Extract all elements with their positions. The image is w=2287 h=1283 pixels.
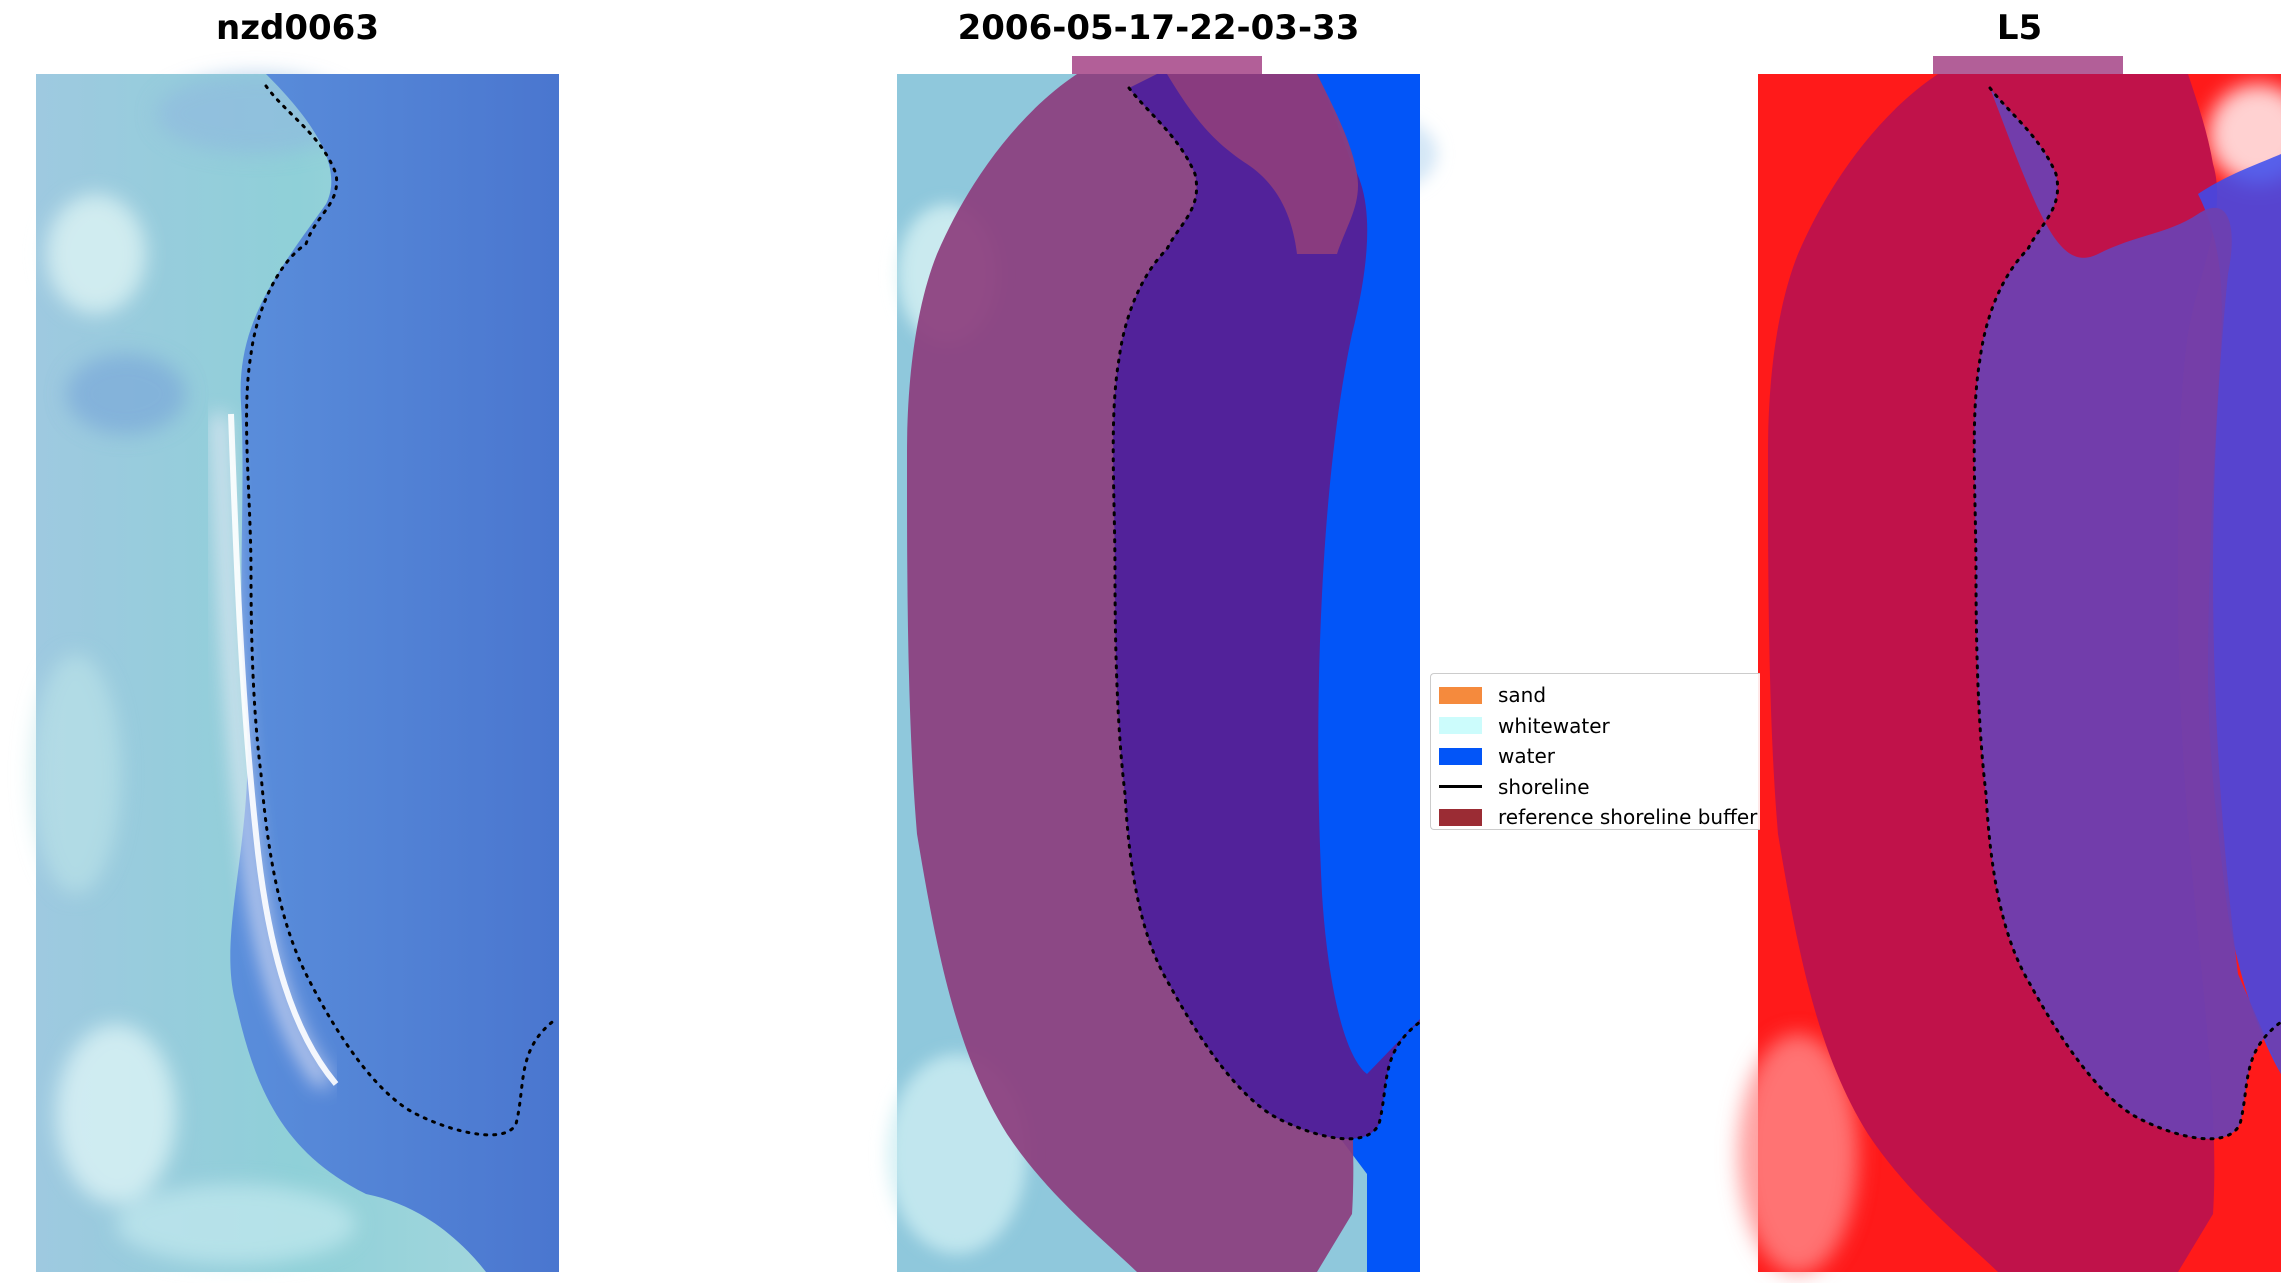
index-panel — [1738, 56, 2287, 1274]
legend-swatch-reference-buffer — [1439, 808, 1482, 826]
shoreline — [1111, 86, 1422, 1141]
rgb-image-panel — [31, 74, 559, 1272]
legend: sand whitewater water shoreline referenc… — [1430, 673, 1760, 830]
legend-item-whitewater: whitewater — [1439, 711, 1760, 742]
classification-image — [887, 56, 1437, 1272]
legend-label-reference-buffer: reference shoreline buffer — [1498, 805, 1758, 830]
legend-item-sand: sand — [1439, 680, 1760, 711]
classification-panel — [887, 56, 1437, 1272]
legend-label-whitewater: whitewater — [1498, 713, 1610, 738]
panel-title-image: nzd0063 — [216, 8, 379, 48]
legend-item-water: water — [1439, 741, 1760, 772]
water-class-area-visible — [1317, 74, 1420, 1074]
legend-label-water: water — [1498, 744, 1555, 769]
shoreline — [1972, 86, 2283, 1141]
index-image — [1738, 56, 2287, 1274]
legend-label-sand: sand — [1498, 683, 1547, 708]
legend-swatch-sand — [1439, 686, 1482, 704]
shoreline — [245, 84, 558, 1137]
legend-swatch-whitewater — [1439, 717, 1482, 735]
legend-label-shoreline: shoreline — [1498, 774, 1590, 799]
legend-item-reference-buffer: reference shoreline buffer — [1439, 802, 1760, 830]
ocean-area — [230, 74, 559, 1272]
rgb-image — [31, 74, 559, 1272]
legend-swatch-water — [1439, 747, 1482, 765]
panel-title-classification: 2006-05-17-22-03-33 — [957, 8, 1360, 48]
legend-swatch-shoreline — [1439, 785, 1482, 789]
panel-title-index: L5 — [1996, 8, 2043, 48]
water-overlay-area — [1974, 88, 2281, 1139]
legend-item-shoreline: shoreline — [1439, 772, 1760, 803]
